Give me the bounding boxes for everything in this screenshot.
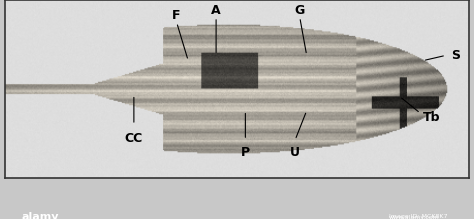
Text: CC: CC [125, 132, 143, 145]
Text: U: U [290, 146, 300, 159]
Text: G: G [294, 4, 305, 17]
Text: S: S [451, 49, 460, 62]
Text: Image ID: MCK8K7: Image ID: MCK8K7 [389, 214, 447, 219]
Text: A: A [211, 4, 221, 17]
Text: F: F [173, 9, 181, 22]
Text: www.alamy.com: www.alamy.com [389, 215, 439, 219]
Text: P: P [241, 146, 250, 159]
Text: Tb: Tb [423, 111, 440, 124]
Text: alamy: alamy [21, 212, 59, 219]
